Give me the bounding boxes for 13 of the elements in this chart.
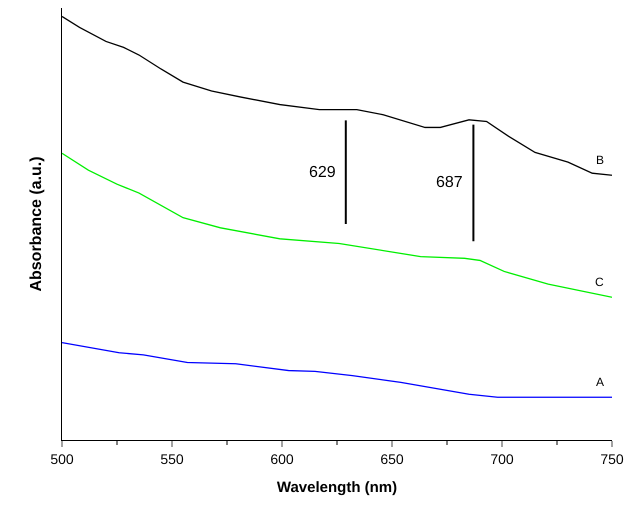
y-axis-title: Absorbance (a.u.) [28,156,45,292]
ref-line-label: 629 [309,164,336,181]
ref-line-label: 687 [436,174,463,191]
x-tick-label: 700 [490,450,514,467]
x-axis-title: Wavelength (nm) [276,478,398,496]
x-tick-label: 500 [50,450,74,467]
series-label: C [595,275,604,289]
x-tick-label: 750 [600,450,624,467]
x-tick-label: 600 [270,450,294,467]
x-tick-label: 550 [160,450,184,467]
series-label: A [596,375,604,389]
x-tick-label: 650 [380,450,404,467]
series-label: B [596,153,604,167]
